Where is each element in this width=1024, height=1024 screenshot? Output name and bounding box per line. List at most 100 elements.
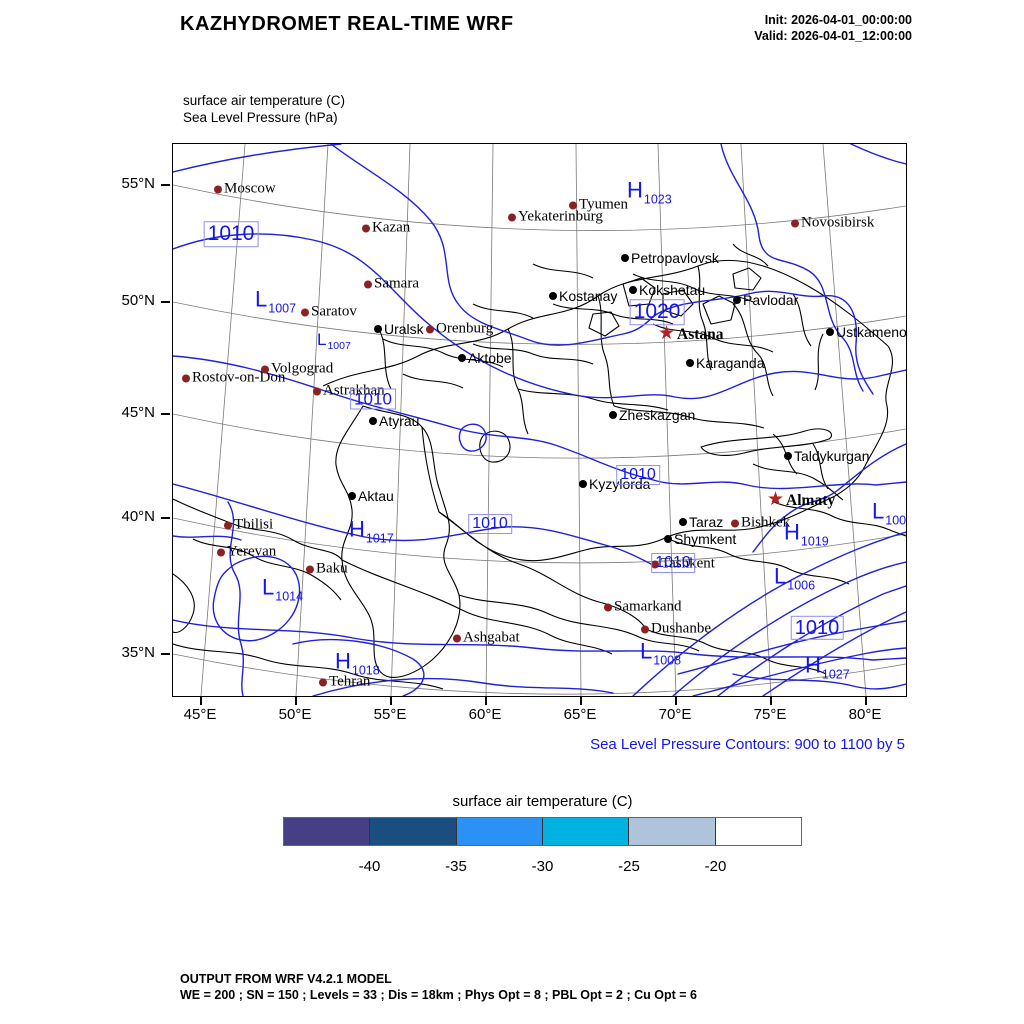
city-label: Taldykurgan (794, 448, 870, 464)
pressure-value: 1018 (351, 663, 380, 678)
contour-value-label: 1010 (350, 388, 396, 410)
city-saratov: Saratov (301, 304, 357, 321)
pressure-center-h1019: H1019 (784, 520, 829, 549)
city-label: Almaty (786, 492, 836, 509)
city-samara: Samara (364, 276, 419, 293)
colorbar-tick-label: -40 (358, 858, 381, 875)
city-marker-dot (791, 219, 799, 227)
city-ashgabat: Ashgabat (453, 630, 520, 647)
city-astrakhan: Astrakhan (313, 383, 385, 400)
city-label: Aktau (358, 488, 394, 504)
city-marker-dot (364, 280, 372, 288)
city-marker-dot (621, 254, 629, 262)
pressure-center-h1017: H1017 (349, 517, 394, 546)
city-almaty: ★ Almaty (767, 490, 836, 510)
footer-model-line: OUTPUT FROM WRF V4.2.1 MODEL (180, 972, 392, 986)
pressure-center-l1006: L1006 (774, 564, 816, 593)
pressure-letter: H (627, 177, 643, 203)
country-borders (173, 243, 906, 690)
city-label: Kostanay (559, 288, 618, 304)
x-axis-tick (770, 696, 772, 705)
pressure-value: 1006 (787, 578, 816, 593)
pressure-center-h1023: H1023 (627, 177, 672, 207)
pressure-letter: L (317, 330, 327, 349)
city-yerevan: Yerevan (217, 544, 276, 561)
pressure-letter: L (872, 498, 885, 524)
y-axis-tick-label: 50°N (121, 292, 155, 309)
y-axis-tick-label: 40°N (121, 508, 155, 525)
city-yekaterinburg: Yekaterinburg (508, 209, 603, 226)
y-axis-tick-label: 55°N (121, 175, 155, 192)
contour-value-label: 1010 (616, 465, 660, 485)
city-kazan: Kazan (362, 220, 410, 237)
city-samarkand: Samarkand (604, 599, 681, 616)
city-label: Pavlodar (743, 292, 799, 308)
city-label: Astana (677, 326, 724, 343)
city-orenburg: Orenburg (426, 321, 493, 338)
contour-note: Sea Level Pressure Contours: 900 to 1100… (590, 736, 905, 753)
x-axis-tick (390, 696, 392, 705)
city-marker-dot (651, 560, 659, 568)
city-label: Taraz (689, 514, 724, 530)
city-taraz: Taraz (679, 514, 723, 530)
city-label: Novosibirsk (801, 214, 875, 231)
x-axis-tick-label: 75°E (753, 706, 787, 723)
city-label: Shymkent (674, 531, 737, 547)
y-axis-tick (161, 301, 170, 303)
city-label: Ustkamenogorsk (836, 324, 907, 340)
city-label: Kokshetau (639, 282, 706, 298)
city-marker-dot (362, 224, 370, 232)
city-shymkent: Shymkent (664, 531, 736, 547)
city-aktobe: Aktobe (458, 350, 512, 366)
graticule-lines (173, 144, 906, 696)
city-karaganda: Karaganda (686, 355, 765, 371)
contour-value-label: 1010 (651, 553, 695, 573)
city-marker-dot (569, 201, 577, 209)
city-marker-dot (374, 325, 382, 333)
pressure-value: 1023 (643, 192, 672, 207)
map-plot-area: Moscow Kazan Yekaterinburg Tyumen Novosibirs… (172, 143, 907, 697)
city-marker-dot (664, 535, 672, 543)
x-axis-tick-label: 80°E (848, 706, 882, 723)
colorbar-segment (542, 818, 630, 845)
city-label: Baku (316, 560, 348, 577)
city-marker-dot (679, 518, 687, 526)
x-axis-tick-label: 70°E (658, 706, 692, 723)
city-marker-dot (301, 308, 309, 316)
x-axis-tick (485, 696, 487, 705)
x-axis-tick (200, 696, 202, 705)
colorbar-tick-label: -30 (531, 858, 554, 875)
pressure-value: 1017 (365, 531, 394, 546)
run-times: Init: 2026-04-01_00:00:00 Valid: 2026-04… (754, 12, 912, 44)
city-marker-dot (261, 365, 269, 373)
city-label: Astrakhan (323, 382, 385, 399)
y-axis-tick (161, 653, 170, 655)
colorbar-segment (370, 818, 457, 845)
city-marker-dot (214, 185, 222, 193)
x-axis-tick (865, 696, 867, 705)
pressure-letter: L (262, 574, 275, 600)
init-time-label: Init: 2026-04-01_00:00:00 (764, 13, 912, 27)
city-tashkent: Tashkent (651, 556, 715, 573)
city-novosibirsk: Novosibirsk (791, 215, 874, 232)
pressure-center-l1007: L1007 (255, 287, 296, 316)
x-axis-tick (295, 696, 297, 705)
pressure-center-l1007: L1007 (317, 330, 351, 352)
city-label: Rostov-on-Don (192, 369, 286, 386)
city-astana: ★ Astana (658, 324, 724, 344)
x-axis-tick (675, 696, 677, 705)
city-tyumen: Tyumen (569, 197, 628, 214)
city-marker-dot (686, 359, 694, 367)
x-axis-tick (580, 696, 582, 705)
city-label: Dushanbe (651, 620, 711, 637)
city-label: Petropavlovsk (631, 250, 719, 266)
city-label: Uralsk (384, 321, 424, 337)
city-label: Samarkand (614, 598, 682, 615)
city-label: Yerevan (227, 543, 277, 560)
pressure-center-h1027: H1027 (805, 653, 850, 682)
pressure-center-l1008: L1008 (640, 639, 681, 668)
city-atyrau: Atyrau (369, 413, 419, 429)
field-labels: surface air temperature (C) Sea Level Pr… (183, 92, 345, 126)
contour-value-label: 1010 (790, 615, 844, 641)
city-marker-dot (604, 603, 612, 611)
